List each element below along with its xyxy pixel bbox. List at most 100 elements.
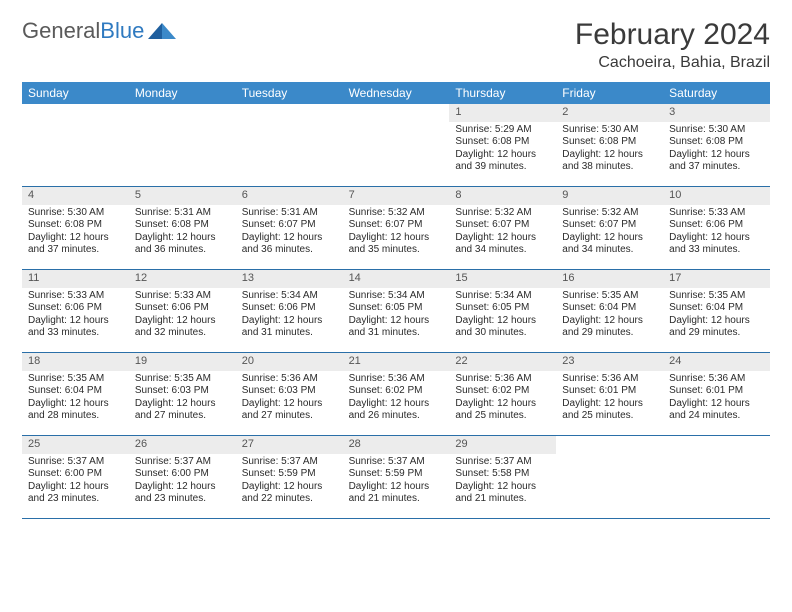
week-row: 25Sunrise: 5:37 AMSunset: 6:00 PMDayligh…	[22, 436, 770, 519]
sunrise-text: Sunrise: 5:37 AM	[135, 456, 230, 469]
daylight-text: and 25 minutes.	[562, 410, 657, 423]
day-number: 18	[22, 353, 129, 371]
sunset-text: Sunset: 6:08 PM	[669, 136, 764, 149]
day-number: 6	[236, 187, 343, 205]
daylight-text: and 31 minutes.	[349, 327, 444, 340]
day-body: Sunrise: 5:37 AMSunset: 6:00 PMDaylight:…	[129, 454, 236, 510]
sunset-text: Sunset: 6:07 PM	[242, 219, 337, 232]
day-number: 15	[449, 270, 556, 288]
sunset-text: Sunset: 6:01 PM	[562, 385, 657, 398]
day-number: 4	[22, 187, 129, 205]
logo-text-blue: Blue	[100, 18, 144, 43]
day-number: 5	[129, 187, 236, 205]
logo-text: GeneralBlue	[22, 18, 144, 44]
daylight-text: and 29 minutes.	[562, 327, 657, 340]
daylight-text: Daylight: 12 hours	[242, 232, 337, 245]
day-number: 16	[556, 270, 663, 288]
sunrise-text: Sunrise: 5:36 AM	[562, 373, 657, 386]
day-cell: .	[663, 436, 770, 518]
daylight-text: and 33 minutes.	[669, 244, 764, 257]
day-cell: 25Sunrise: 5:37 AMSunset: 6:00 PMDayligh…	[22, 436, 129, 518]
day-headers-row: Sunday Monday Tuesday Wednesday Thursday…	[22, 82, 770, 104]
day-number: 1	[449, 104, 556, 122]
daylight-text: Daylight: 12 hours	[562, 232, 657, 245]
daylight-text: Daylight: 12 hours	[242, 315, 337, 328]
day-cell: 23Sunrise: 5:36 AMSunset: 6:01 PMDayligh…	[556, 353, 663, 435]
day-cell: 8Sunrise: 5:32 AMSunset: 6:07 PMDaylight…	[449, 187, 556, 269]
daylight-text: Daylight: 12 hours	[349, 398, 444, 411]
day-number: 23	[556, 353, 663, 371]
day-body: Sunrise: 5:30 AMSunset: 6:08 PMDaylight:…	[22, 205, 129, 261]
day-body: Sunrise: 5:37 AMSunset: 5:58 PMDaylight:…	[449, 454, 556, 510]
sunset-text: Sunset: 6:04 PM	[669, 302, 764, 315]
daylight-text: Daylight: 12 hours	[669, 315, 764, 328]
sunrise-text: Sunrise: 5:34 AM	[242, 290, 337, 303]
day-cell: 10Sunrise: 5:33 AMSunset: 6:06 PMDayligh…	[663, 187, 770, 269]
day-number: 20	[236, 353, 343, 371]
sunrise-text: Sunrise: 5:36 AM	[242, 373, 337, 386]
day-header: Thursday	[449, 82, 556, 104]
sunrise-text: Sunrise: 5:29 AM	[455, 124, 550, 137]
sunrise-text: Sunrise: 5:30 AM	[669, 124, 764, 137]
daylight-text: Daylight: 12 hours	[28, 315, 123, 328]
daylight-text: Daylight: 12 hours	[135, 315, 230, 328]
sunrise-text: Sunrise: 5:32 AM	[562, 207, 657, 220]
daylight-text: and 27 minutes.	[242, 410, 337, 423]
day-cell: .	[343, 104, 450, 186]
daylight-text: Daylight: 12 hours	[455, 481, 550, 494]
day-header: Sunday	[22, 82, 129, 104]
day-number: 11	[22, 270, 129, 288]
daylight-text: and 39 minutes.	[455, 161, 550, 174]
day-number: 7	[343, 187, 450, 205]
daylight-text: Daylight: 12 hours	[669, 232, 764, 245]
day-body: Sunrise: 5:30 AMSunset: 6:08 PMDaylight:…	[663, 122, 770, 178]
sunrise-text: Sunrise: 5:31 AM	[135, 207, 230, 220]
day-number: 2	[556, 104, 663, 122]
day-cell: 20Sunrise: 5:36 AMSunset: 6:03 PMDayligh…	[236, 353, 343, 435]
day-number: 8	[449, 187, 556, 205]
sunset-text: Sunset: 6:04 PM	[562, 302, 657, 315]
day-cell: 29Sunrise: 5:37 AMSunset: 5:58 PMDayligh…	[449, 436, 556, 518]
day-body: Sunrise: 5:33 AMSunset: 6:06 PMDaylight:…	[22, 288, 129, 344]
week-row: 18Sunrise: 5:35 AMSunset: 6:04 PMDayligh…	[22, 353, 770, 436]
sunset-text: Sunset: 6:06 PM	[669, 219, 764, 232]
day-cell: 28Sunrise: 5:37 AMSunset: 5:59 PMDayligh…	[343, 436, 450, 518]
day-cell: .	[22, 104, 129, 186]
daylight-text: and 31 minutes.	[242, 327, 337, 340]
daylight-text: Daylight: 12 hours	[28, 481, 123, 494]
month-title: February 2024	[575, 18, 770, 52]
day-number: 22	[449, 353, 556, 371]
sunrise-text: Sunrise: 5:31 AM	[242, 207, 337, 220]
daylight-text: and 37 minutes.	[28, 244, 123, 257]
day-cell: 2Sunrise: 5:30 AMSunset: 6:08 PMDaylight…	[556, 104, 663, 186]
day-body: Sunrise: 5:35 AMSunset: 6:04 PMDaylight:…	[556, 288, 663, 344]
day-body: Sunrise: 5:36 AMSunset: 6:01 PMDaylight:…	[663, 371, 770, 427]
weeks-container: ....1Sunrise: 5:29 AMSunset: 6:08 PMDayl…	[22, 104, 770, 519]
calendar: Sunday Monday Tuesday Wednesday Thursday…	[22, 82, 770, 519]
day-number: 25	[22, 436, 129, 454]
daylight-text: Daylight: 12 hours	[28, 232, 123, 245]
day-body	[663, 454, 770, 460]
day-body: Sunrise: 5:34 AMSunset: 6:06 PMDaylight:…	[236, 288, 343, 344]
sunrise-text: Sunrise: 5:37 AM	[242, 456, 337, 469]
day-cell: 18Sunrise: 5:35 AMSunset: 6:04 PMDayligh…	[22, 353, 129, 435]
daylight-text: and 27 minutes.	[135, 410, 230, 423]
day-body: Sunrise: 5:37 AMSunset: 6:00 PMDaylight:…	[22, 454, 129, 510]
day-body: Sunrise: 5:33 AMSunset: 6:06 PMDaylight:…	[663, 205, 770, 261]
day-cell: 13Sunrise: 5:34 AMSunset: 6:06 PMDayligh…	[236, 270, 343, 352]
day-cell: 4Sunrise: 5:30 AMSunset: 6:08 PMDaylight…	[22, 187, 129, 269]
daylight-text: and 24 minutes.	[669, 410, 764, 423]
day-cell: 17Sunrise: 5:35 AMSunset: 6:04 PMDayligh…	[663, 270, 770, 352]
daylight-text: Daylight: 12 hours	[135, 398, 230, 411]
day-body: Sunrise: 5:29 AMSunset: 6:08 PMDaylight:…	[449, 122, 556, 178]
day-number: 3	[663, 104, 770, 122]
week-row: 4Sunrise: 5:30 AMSunset: 6:08 PMDaylight…	[22, 187, 770, 270]
sunset-text: Sunset: 5:58 PM	[455, 468, 550, 481]
day-cell: .	[129, 104, 236, 186]
daylight-text: and 25 minutes.	[455, 410, 550, 423]
day-header: Friday	[556, 82, 663, 104]
day-body: Sunrise: 5:34 AMSunset: 6:05 PMDaylight:…	[449, 288, 556, 344]
sunset-text: Sunset: 6:00 PM	[28, 468, 123, 481]
header: GeneralBlue February 2024 Cachoeira, Bah…	[22, 18, 770, 72]
sunset-text: Sunset: 6:05 PM	[455, 302, 550, 315]
